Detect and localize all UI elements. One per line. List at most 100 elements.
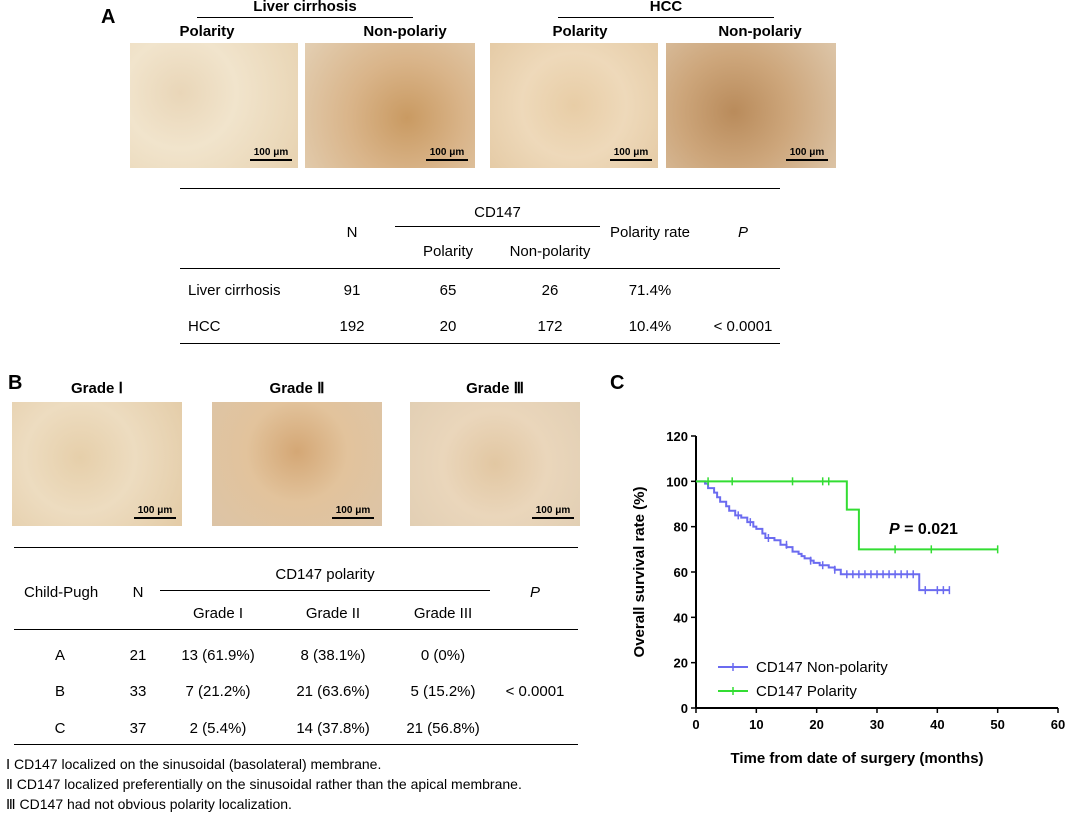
table-a-row-2-pol: 20 [439,318,457,335]
table-b-row-3-g1: 2 (5.4%) [189,720,247,737]
table-b-header-p: P [529,584,540,601]
table-b-row-2-g3: 5 (15.2%) [410,683,476,700]
scale-label: 100 μm [137,505,173,516]
table-b-row-1-g3: 0 (0%) [420,647,466,664]
table-b-row-1-g1: 13 (61.9%) [181,647,255,664]
table-a-row-2-p: < 0.0001 [713,318,773,335]
table-b-header-g3: Grade III [413,605,473,622]
table-a-row-1-nonpol: 26 [541,282,559,299]
y-tick-label: 100 [666,474,688,489]
scale-bar-b3: 100 μm [532,505,574,519]
scale-label: 100 μm [789,147,825,158]
x-tick-label: 0 [692,717,699,732]
micrograph-liver-polarity [130,43,298,168]
table-a-row-1-rate: 71.4% [628,282,672,299]
table-a-header-polarity: Polarity [422,243,474,260]
y-tick-label: 40 [674,610,688,625]
table-b-row-2-n: 33 [129,683,147,700]
img-label-hcc-polarity: Polarity [552,23,608,40]
y-tick-label: 80 [674,520,688,535]
scale-label: 100 μm [335,505,371,516]
img-label-hcc-nonpolarity: Non-polariy [718,23,802,40]
legend-label-2: CD147 Polarity [756,683,857,700]
x-tick-label: 50 [990,717,1004,732]
panel-a-letter: A [101,6,116,28]
table-b-header-childpugh: Child-Pugh [24,584,99,601]
table-b-row-1-label: A [54,647,65,664]
scale-bar-b2: 100 μm [332,505,374,519]
table-b-group-rule [160,590,490,591]
group-label-hcc: HCC [649,0,683,15]
x-tick-label: 10 [749,717,763,732]
table-a-row-2-label: HCC [188,318,221,335]
micrograph-hcc-polarity [490,43,658,168]
table-a-header-rule [180,268,780,269]
x-tick-label: 40 [930,717,944,732]
p-value-annotation: P = 0.021 [889,521,958,538]
footnote-2: Ⅱ CD147 localized preferentially on the … [6,776,522,792]
table-a-header-p: P [737,224,748,241]
micrograph-liver-nonpolarity [305,43,475,168]
y-tick-label: 20 [674,656,688,671]
y-tick-label: 60 [674,565,688,580]
table-b-top-rule [14,547,578,548]
micrograph-grade-2 [212,402,382,526]
footnote-3: Ⅲ CD147 had not obvious polarity localiz… [6,796,292,812]
panel-c-letter: C [610,372,625,394]
scale-bar-a3: 100 μm [610,147,652,161]
img-label-liver-polarity: Polarity [179,23,235,40]
km-survival-chart: 0 10 20 30 40 50 60 0 20 40 60 80 100 120 Time from da… [631,429,1065,767]
scale-label: 100 μm [535,505,571,516]
micrograph-grade-3 [410,402,580,526]
scale-label: 100 μm [613,147,649,158]
table-b-bottom-rule [14,744,578,745]
group-label-liver-cirrhosis: Liver cirrhosis [253,0,357,15]
x-tick-label: 60 [1051,717,1065,732]
img-label-grade-2: Grade Ⅱ [269,380,325,397]
img-label-grade-1: Grade Ⅰ [71,380,123,397]
table-b-row-2-g1: 7 (21.2%) [185,683,251,700]
scale-bar-b1: 100 μm [134,505,176,519]
table-b-header-rule [14,629,578,630]
scale-bar-a1: 100 μm [250,147,292,161]
panel-b-letter: B [8,372,23,394]
table-b-row-3-n: 37 [129,720,147,737]
x-tick-label: 30 [870,717,884,732]
table-a-row-2-rate: 10.4% [628,318,672,335]
table-a-header-rate: Polarity rate [609,224,691,241]
x-tick-label: 20 [809,717,823,732]
y-axis-label: Overall survival rate (%) [631,487,648,658]
scale-label: 100 μm [429,147,465,158]
x-axis-label: Time from date of surgery (months) [730,750,983,767]
img-label-liver-nonpolarity: Non-polariy [363,23,447,40]
micrograph-grade-1 [12,402,182,526]
y-tick-label: 0 [681,701,688,716]
table-a-bottom-rule [180,343,780,344]
table-a-top-rule [180,188,780,189]
table-a-row-2-n: 192 [339,318,365,335]
table-a-header-n: N [346,224,358,241]
scale-bar-a4: 100 μm [786,147,828,161]
table-b-row-2-label: B [54,683,65,700]
legend-label-1: CD147 Non-polarity [756,659,888,676]
table-b-header-g2: Grade II [305,605,361,622]
table-b-row-2-p: < 0.0001 [505,683,565,700]
group-line-hcc [558,17,774,18]
scale-label: 100 μm [253,147,289,158]
micrograph-hcc-nonpolarity [666,43,836,168]
table-b-row-3-label: C [54,720,66,737]
group-line-liver [197,17,413,18]
img-label-grade-3: Grade Ⅲ [466,380,524,397]
table-b-row-3-g2: 14 (37.8%) [296,720,370,737]
table-a-cd147-rule [395,226,600,227]
table-b-header-g1: Grade I [192,605,244,622]
series-1-line [696,480,950,592]
table-b-header-group: CD147 polarity [275,566,375,583]
table-b-header-n: N [132,584,144,601]
table-b-row-1-n: 21 [129,647,147,664]
table-b-row-3-g3: 21 (56.8%) [406,720,480,737]
table-b-row-1-g2: 8 (38.1%) [300,647,366,664]
table-a-row-2-nonpol: 172 [537,318,563,335]
y-tick-label: 120 [666,429,688,444]
series-2-line [696,480,998,551]
